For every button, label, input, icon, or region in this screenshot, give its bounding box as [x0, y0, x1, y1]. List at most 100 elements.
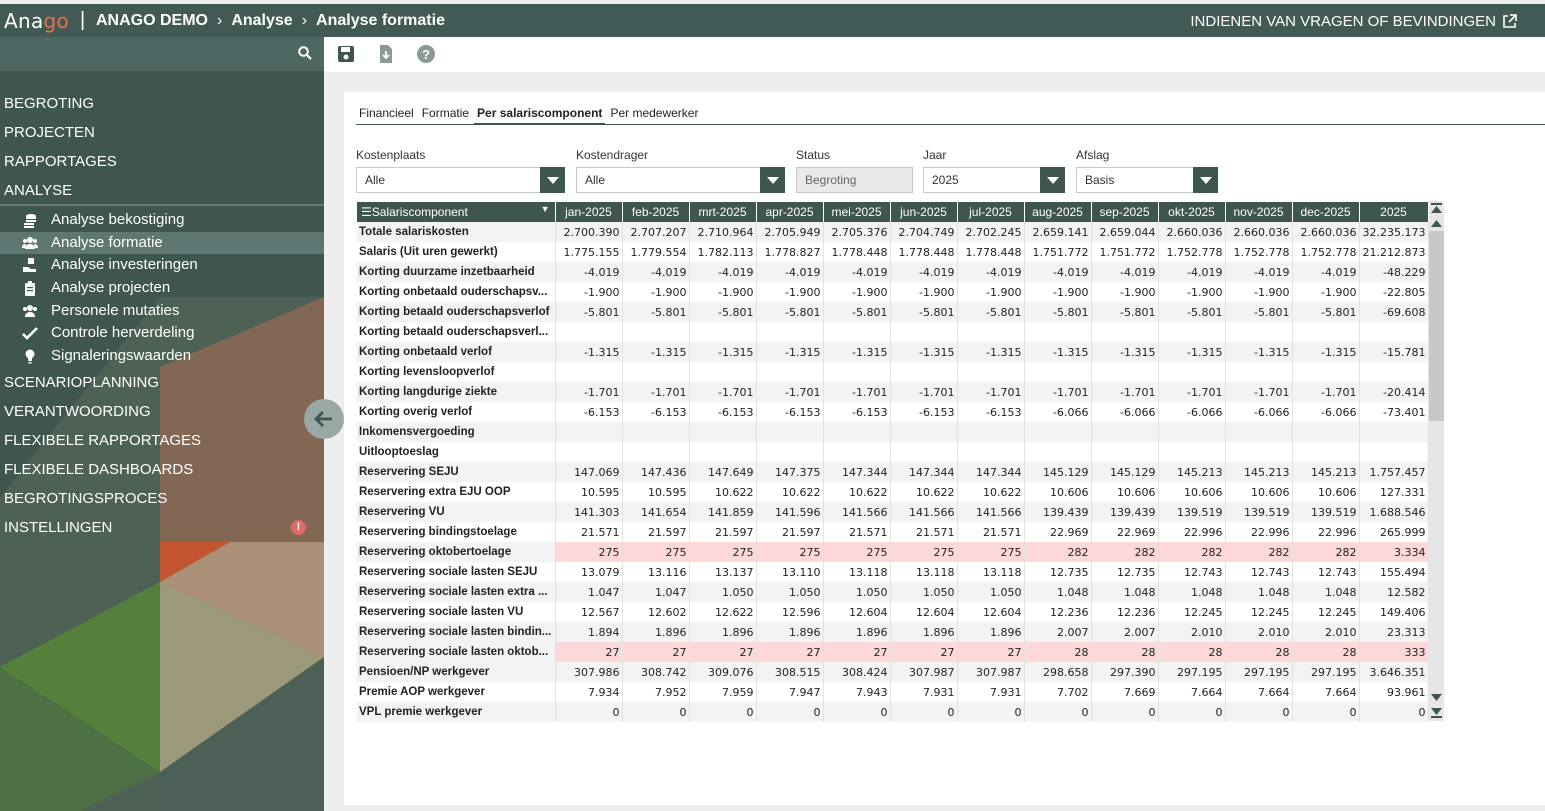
afslag-select[interactable]: Basis — [1076, 167, 1218, 193]
sidebar-subitem-signaleringswaarden[interactable]: Signaleringswaarden — [0, 345, 324, 368]
sidebar-item-analyse[interactable]: ANALYSE — [0, 176, 324, 206]
collapse-sidebar-button[interactable] — [304, 399, 344, 439]
column-header[interactable]: dec-2025 — [1292, 202, 1360, 222]
breadcrumb-separator: › — [217, 12, 223, 29]
column-header[interactable]: nov-2025 — [1225, 202, 1293, 222]
caret-down-icon[interactable]: ▼ — [540, 204, 550, 214]
scroll-bottom-icon[interactable] — [1431, 707, 1442, 718]
table-row[interactable]: Uitlooptoeslag — [357, 442, 1429, 462]
grid-scrollbar[interactable] — [1429, 201, 1444, 721]
tab-financieel[interactable]: Financieel — [359, 106, 414, 120]
table-row[interactable]: Korting overig verlof -6.153 -6.153 -6.153-… — [357, 402, 1429, 422]
scroll-top-icon[interactable] — [1431, 203, 1442, 214]
table-row[interactable]: Reservering oktobertoelage 275 275 275 275 27… — [357, 542, 1429, 562]
table-cell: 3.646.351 — [1359, 662, 1429, 682]
feedback-link[interactable]: INDIENEN VAN VRAGEN OF BEVINDINGEN — [1190, 13, 1517, 30]
table-row[interactable]: Totale salariskosten 2.700.390 2.707.207 2.… — [357, 222, 1429, 242]
table-row[interactable]: Salaris (Uit uren gewerkt) 1.775.155 1.779… — [357, 242, 1429, 262]
table-cell — [555, 362, 623, 382]
scroll-up-icon[interactable] — [1431, 218, 1442, 229]
sidebar-item-begrotingsproces[interactable]: BEGROTINGSPROCES — [4, 489, 168, 507]
save-icon[interactable] — [336, 44, 356, 64]
table-row[interactable]: Reservering sociale lasten bindin... 1.89… — [357, 622, 1429, 642]
tab-per-medewerker[interactable]: Per medewerker — [610, 106, 699, 120]
table-cell: 27 — [957, 642, 1025, 662]
kostenplaats-select[interactable]: Alle — [356, 167, 565, 193]
table-cell — [1024, 422, 1092, 442]
table-cell: 12.582 — [1359, 582, 1429, 602]
download-icon[interactable] — [376, 44, 396, 64]
sidebar-subitem-analyse-formatie[interactable]: Analyse formatie — [0, 231, 324, 255]
column-header[interactable]: aug-2025 — [1024, 202, 1092, 222]
table-row[interactable]: Korting onbetaald verlof -1.315 -1.315 -1.3… — [357, 342, 1429, 362]
column-header[interactable]: jul-2025 — [957, 202, 1025, 222]
sidebar-item-flexibele-dashboards[interactable]: FLEXIBELE DASHBOARDS — [4, 460, 194, 478]
breadcrumb-item-analyse[interactable]: Analyse — [231, 12, 293, 29]
sidebar-item-scenarioplanning[interactable]: SCENARIOPLANNING — [4, 373, 160, 391]
column-header[interactable]: 2025 — [1359, 202, 1429, 222]
search-icon[interactable] — [298, 46, 312, 60]
anago-logo[interactable]: Anago — [4, 9, 70, 33]
table-row[interactable]: Reservering bindingstoelage 21.571 21.597 2… — [357, 522, 1429, 542]
table-cell: -1.900 — [1225, 282, 1293, 302]
column-header[interactable]: sep-2025 — [1091, 202, 1159, 222]
row-label: Premie AOP werkgever — [357, 682, 556, 702]
table-cell: 2.705.949 — [756, 222, 824, 242]
sidebar-subitem-analyse-investeringen[interactable]: Analyse investeringen — [0, 254, 324, 277]
sidebar-item-instellingen[interactable]: INSTELLINGEN ! — [0, 513, 324, 542]
table-row[interactable]: Premie AOP werkgever 7.934 7.952 7.959 7.947… — [357, 682, 1429, 702]
sidebar-background-decoration — [0, 297, 324, 811]
table-row[interactable]: Reservering VU 141.303 141.654 141.859 141.5… — [357, 502, 1429, 522]
table-row[interactable]: Korting betaald ouderschapsverl... — [357, 322, 1429, 342]
chevron-down-icon[interactable] — [540, 167, 565, 193]
scroll-thumb[interactable] — [1429, 231, 1444, 421]
column-header[interactable]: jun-2025 — [890, 202, 958, 222]
table-row[interactable]: Reservering SEJU 147.069 147.436 147.649 147… — [357, 462, 1429, 482]
tab-per-salariscomponent[interactable]: Per salariscomponent — [474, 106, 606, 125]
table-row[interactable]: Korting langdurige ziekte -1.701 -1.701 -1.… — [357, 382, 1429, 402]
kostendrager-select[interactable]: Alle — [576, 167, 785, 193]
sidebar-item-flexibele-rapportages[interactable]: FLEXIBELE RAPPORTAGES — [4, 431, 202, 449]
table-row[interactable]: Reservering sociale lasten oktob... 27 27 2… — [357, 642, 1429, 662]
table-row[interactable]: Reservering sociale lasten SEJU 13.079 13.… — [357, 562, 1429, 582]
sidebar-subitem-analyse-bekostiging[interactable]: Analyse bekostiging — [0, 209, 324, 232]
table-row[interactable]: Korting duurzame inzetbaarheid -4.019 -4.0… — [357, 262, 1429, 282]
column-header[interactable]: mrt-2025 — [689, 202, 757, 222]
sidebar-subitem-personele-mutaties[interactable]: Personele mutaties — [0, 300, 324, 323]
sidebar-subitem-label: Analyse formatie — [51, 233, 163, 251]
breadcrumb-item-root[interactable]: ANAGO DEMO — [96, 12, 208, 29]
column-header[interactable]: apr-2025 — [756, 202, 824, 222]
sidebar-subitem-controle-herverdeling[interactable]: Controle herverdeling — [0, 322, 324, 345]
help-icon[interactable]: ? — [416, 44, 436, 64]
table-row[interactable]: Korting onbetaald ouderschapsv... -1.900-… — [357, 282, 1429, 302]
sidebar-item-begroting[interactable]: BEGROTING — [4, 95, 95, 112]
sidebar-item-projecten[interactable]: PROJECTEN — [4, 124, 95, 141]
table-row[interactable]: Reservering extra EJU OOP 10.595 10.595 10.… — [357, 482, 1429, 502]
chevron-down-icon[interactable] — [760, 167, 785, 193]
table-row[interactable]: Reservering sociale lasten VU 12.567 12.60… — [357, 602, 1429, 622]
tab-formatie[interactable]: Formatie — [421, 106, 470, 120]
column-header[interactable]: mei-2025 — [823, 202, 891, 222]
table-cell: 2.659.141 — [1024, 222, 1092, 242]
sidebar-search-bar[interactable] — [0, 37, 324, 71]
sidebar-subitem-analyse-projecten[interactable]: Analyse projecten — [0, 277, 324, 300]
chevron-down-icon[interactable] — [1193, 167, 1218, 193]
table-row[interactable]: Reservering sociale lasten extra ... 1.04… — [357, 582, 1429, 602]
column-header[interactable]: okt-2025 — [1158, 202, 1226, 222]
scroll-down-icon[interactable] — [1431, 692, 1442, 703]
table-row[interactable]: Pensioen/NP werkgever 307.986 308.742 309.0… — [357, 662, 1429, 682]
column-header[interactable]: jan-2025 — [555, 202, 623, 222]
table-row[interactable]: VPL premie werkgever 0 0 0 0 0 0 0 0 0 0 0 0 0 — [357, 702, 1429, 722]
menu-icon[interactable]: ☰ — [361, 205, 372, 219]
jaar-select[interactable]: 2025 — [923, 167, 1065, 193]
column-header-salariscomponent[interactable]: ☰Salariscomponent ▼ — [357, 202, 556, 222]
sidebar-item-rapportages[interactable]: RAPPORTAGES — [4, 153, 117, 170]
table-row[interactable]: Korting betaald ouderschapsverlof -5.801-… — [357, 302, 1429, 322]
table-cell: 1.048 — [1091, 582, 1159, 602]
chevron-down-icon[interactable] — [1040, 167, 1065, 193]
column-header[interactable]: feb-2025 — [622, 202, 690, 222]
table-row[interactable]: Inkomensvergoeding — [357, 422, 1429, 442]
table-row[interactable]: Korting levensloopverlof — [357, 362, 1429, 382]
sidebar-subitem-label: Personele mutaties — [51, 301, 180, 319]
sidebar-item-verantwoording[interactable]: VERANTWOORDING — [4, 402, 151, 420]
